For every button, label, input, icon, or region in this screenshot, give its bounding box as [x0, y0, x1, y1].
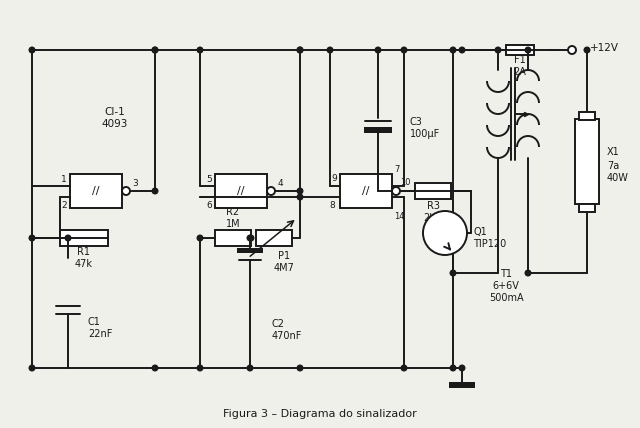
Text: R3
2K2: R3 2K2 — [424, 201, 442, 223]
Text: ∕∕: ∕∕ — [362, 186, 370, 196]
Bar — [70, 174, 122, 208]
Circle shape — [297, 188, 303, 194]
Circle shape — [297, 194, 303, 200]
Circle shape — [401, 365, 407, 371]
Circle shape — [29, 365, 35, 371]
Bar — [506, 45, 534, 55]
Circle shape — [29, 47, 35, 53]
Text: 14: 14 — [394, 211, 404, 220]
Bar — [215, 230, 251, 246]
Text: T1
6+6V
500mA: T1 6+6V 500mA — [489, 269, 524, 303]
Bar — [364, 127, 392, 133]
Circle shape — [197, 235, 203, 241]
Bar — [60, 230, 108, 246]
Circle shape — [495, 47, 501, 53]
Circle shape — [267, 187, 275, 195]
Circle shape — [525, 47, 531, 53]
Bar — [575, 119, 599, 204]
Text: 10: 10 — [400, 178, 410, 187]
Circle shape — [392, 187, 400, 195]
Circle shape — [247, 235, 253, 241]
Text: R2
1M: R2 1M — [226, 207, 240, 229]
Text: X1: X1 — [607, 147, 620, 157]
Circle shape — [297, 365, 303, 371]
Text: 7a
40W: 7a 40W — [607, 161, 629, 183]
Circle shape — [401, 47, 407, 53]
Circle shape — [152, 47, 158, 53]
Text: 4: 4 — [277, 178, 283, 187]
Text: 1: 1 — [61, 175, 67, 184]
Bar — [340, 174, 392, 208]
Text: C2
470nF: C2 470nF — [272, 319, 302, 341]
Bar — [237, 248, 263, 253]
Circle shape — [525, 270, 531, 276]
Circle shape — [450, 365, 456, 371]
Text: C1
22nF: C1 22nF — [88, 317, 113, 339]
Circle shape — [450, 270, 456, 276]
Text: 2: 2 — [61, 200, 67, 209]
Circle shape — [152, 188, 158, 194]
Text: ∕∕: ∕∕ — [237, 186, 244, 196]
Text: 9: 9 — [331, 173, 337, 182]
Text: 7: 7 — [394, 164, 399, 173]
Circle shape — [297, 47, 303, 53]
Circle shape — [460, 365, 465, 371]
Bar — [256, 230, 292, 246]
Text: P1
4M7: P1 4M7 — [273, 251, 294, 273]
Text: F1
2A: F1 2A — [513, 55, 527, 77]
Bar — [579, 112, 595, 120]
Text: 3: 3 — [132, 178, 138, 187]
Bar — [215, 174, 267, 208]
Circle shape — [450, 47, 456, 53]
Circle shape — [327, 47, 333, 53]
Circle shape — [247, 365, 253, 371]
Circle shape — [584, 47, 590, 53]
Circle shape — [568, 46, 576, 54]
Circle shape — [375, 47, 381, 53]
Text: Figura 3 – Diagrama do sinalizador: Figura 3 – Diagrama do sinalizador — [223, 409, 417, 419]
Text: C3
100μF: C3 100μF — [410, 117, 440, 139]
Text: +12V: +12V — [590, 43, 619, 53]
Circle shape — [297, 47, 303, 53]
Bar — [449, 382, 475, 388]
Text: 6: 6 — [206, 200, 212, 209]
Circle shape — [197, 365, 203, 371]
Bar — [415, 183, 451, 199]
Bar — [579, 204, 595, 212]
Circle shape — [197, 47, 203, 53]
Text: 5: 5 — [206, 175, 212, 184]
Circle shape — [29, 235, 35, 241]
Circle shape — [248, 235, 254, 241]
Circle shape — [460, 47, 465, 53]
Text: R1
47k: R1 47k — [75, 247, 93, 269]
Circle shape — [152, 47, 158, 53]
Text: Q1
TIP120: Q1 TIP120 — [473, 227, 506, 249]
Circle shape — [423, 211, 467, 255]
Circle shape — [122, 187, 130, 195]
Circle shape — [65, 235, 71, 241]
Text: ∕∕: ∕∕ — [92, 186, 100, 196]
Text: CI-1
4093: CI-1 4093 — [102, 107, 128, 129]
Circle shape — [152, 365, 158, 371]
Text: 8: 8 — [329, 200, 335, 209]
